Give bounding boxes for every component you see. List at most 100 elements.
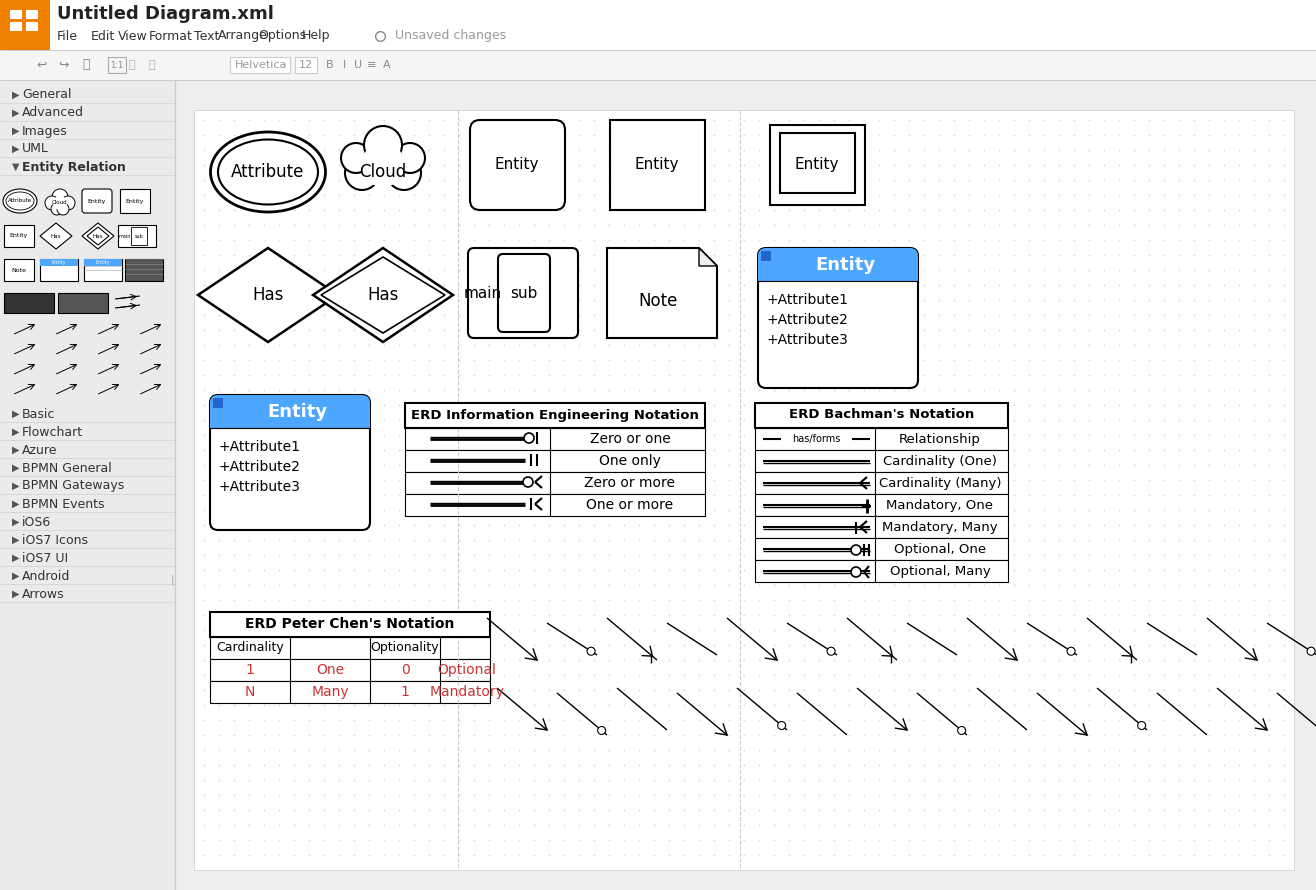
- Bar: [295, 57, 317, 73]
- Polygon shape: [607, 248, 717, 338]
- Circle shape: [1067, 647, 1075, 655]
- Text: Entity: Entity: [51, 260, 66, 265]
- Circle shape: [45, 196, 59, 210]
- Text: One: One: [316, 663, 343, 677]
- Text: General: General: [22, 88, 71, 101]
- Text: iOS7 UI: iOS7 UI: [22, 552, 68, 564]
- Text: Attribute: Attribute: [232, 163, 305, 181]
- Bar: [755, 516, 1008, 538]
- FancyBboxPatch shape: [211, 395, 370, 530]
- Circle shape: [345, 156, 379, 190]
- Text: ▶: ▶: [12, 481, 20, 491]
- Text: Arrange: Arrange: [218, 29, 268, 43]
- Polygon shape: [39, 223, 72, 249]
- FancyBboxPatch shape: [470, 120, 565, 210]
- Text: Has: Has: [253, 286, 284, 304]
- Text: 0: 0: [400, 663, 409, 677]
- Bar: [0, 80, 175, 890]
- Text: Mandatory, One: Mandatory, One: [887, 498, 994, 512]
- Text: ▶: ▶: [12, 463, 20, 473]
- Text: Zero or one: Zero or one: [590, 432, 670, 446]
- Circle shape: [587, 647, 595, 655]
- Text: Relationship: Relationship: [899, 433, 980, 446]
- Text: ▶: ▶: [12, 571, 20, 581]
- Text: Optionality: Optionality: [371, 642, 440, 654]
- Text: Cardinality: Cardinality: [216, 642, 284, 654]
- Circle shape: [53, 189, 68, 205]
- Bar: [211, 637, 490, 659]
- Circle shape: [778, 722, 786, 730]
- Text: ▼: ▼: [12, 162, 20, 172]
- Text: ▶: ▶: [12, 409, 20, 419]
- Text: ▶: ▶: [12, 517, 20, 527]
- Text: I: I: [343, 60, 346, 70]
- Text: 🔍: 🔍: [149, 60, 155, 70]
- Text: Azure: Azure: [22, 443, 58, 457]
- Bar: [0, 0, 50, 50]
- Text: ERD Bachman's Notation: ERD Bachman's Notation: [788, 409, 974, 422]
- Text: 12: 12: [299, 60, 313, 70]
- Text: Note: Note: [12, 268, 26, 272]
- Text: Optional, One: Optional, One: [894, 543, 986, 555]
- Bar: [4, 259, 34, 281]
- Ellipse shape: [3, 189, 37, 213]
- Polygon shape: [197, 248, 338, 342]
- Bar: [84, 259, 122, 266]
- Text: B: B: [326, 60, 334, 70]
- Bar: [211, 681, 490, 703]
- Text: Entity: Entity: [88, 198, 107, 204]
- Circle shape: [341, 143, 371, 173]
- Text: Entity: Entity: [267, 403, 328, 421]
- Bar: [761, 251, 771, 261]
- Circle shape: [826, 647, 836, 655]
- Bar: [118, 225, 157, 247]
- Text: |: |: [170, 575, 174, 586]
- Text: Mandatory, Many: Mandatory, Many: [882, 521, 998, 533]
- Text: ↩: ↩: [37, 59, 47, 71]
- Text: Cloud: Cloud: [53, 200, 68, 206]
- Text: Note: Note: [638, 292, 678, 310]
- Text: Advanced: Advanced: [22, 107, 84, 119]
- Bar: [770, 125, 865, 205]
- Text: Mandatory: Mandatory: [429, 685, 504, 699]
- Bar: [26, 10, 38, 19]
- Text: Optional, Many: Optional, Many: [890, 564, 991, 578]
- Text: BPMN Gateways: BPMN Gateways: [22, 480, 124, 492]
- Text: Entity: Entity: [9, 233, 28, 239]
- Bar: [4, 293, 54, 313]
- Text: Entity: Entity: [495, 158, 540, 173]
- Circle shape: [51, 203, 63, 215]
- Text: ▶: ▶: [12, 427, 20, 437]
- Text: UML: UML: [22, 142, 49, 156]
- Bar: [211, 659, 490, 681]
- Text: Arrows: Arrows: [22, 587, 64, 601]
- Text: +Attribute3: +Attribute3: [218, 480, 300, 494]
- Text: Entity Relation: Entity Relation: [22, 160, 126, 174]
- Bar: [405, 472, 705, 494]
- Text: Entity: Entity: [96, 260, 111, 265]
- Text: Options: Options: [258, 29, 307, 43]
- Bar: [405, 403, 705, 428]
- Bar: [213, 398, 222, 408]
- Text: has/forms: has/forms: [792, 434, 841, 444]
- Text: Entity: Entity: [126, 198, 145, 204]
- FancyBboxPatch shape: [211, 395, 370, 428]
- Text: +Attribute1: +Attribute1: [218, 440, 300, 454]
- Text: ERD Information Engineering Notation: ERD Information Engineering Notation: [411, 409, 699, 422]
- Text: sub: sub: [134, 233, 143, 239]
- Bar: [611, 120, 705, 210]
- Text: ▶: ▶: [12, 108, 20, 118]
- Circle shape: [387, 156, 421, 190]
- Circle shape: [1307, 647, 1315, 655]
- Text: ▶: ▶: [12, 445, 20, 455]
- Text: 1: 1: [400, 685, 409, 699]
- Text: Cardinality (One): Cardinality (One): [883, 455, 998, 467]
- Bar: [0, 0, 1316, 50]
- Polygon shape: [699, 248, 717, 266]
- Text: Untitled Diagram.xml: Untitled Diagram.xml: [57, 5, 274, 23]
- Text: +Attribute3: +Attribute3: [766, 333, 848, 347]
- Bar: [11, 22, 22, 31]
- Text: U: U: [354, 60, 362, 70]
- Text: Optional: Optional: [437, 663, 496, 677]
- Text: One or more: One or more: [587, 498, 674, 512]
